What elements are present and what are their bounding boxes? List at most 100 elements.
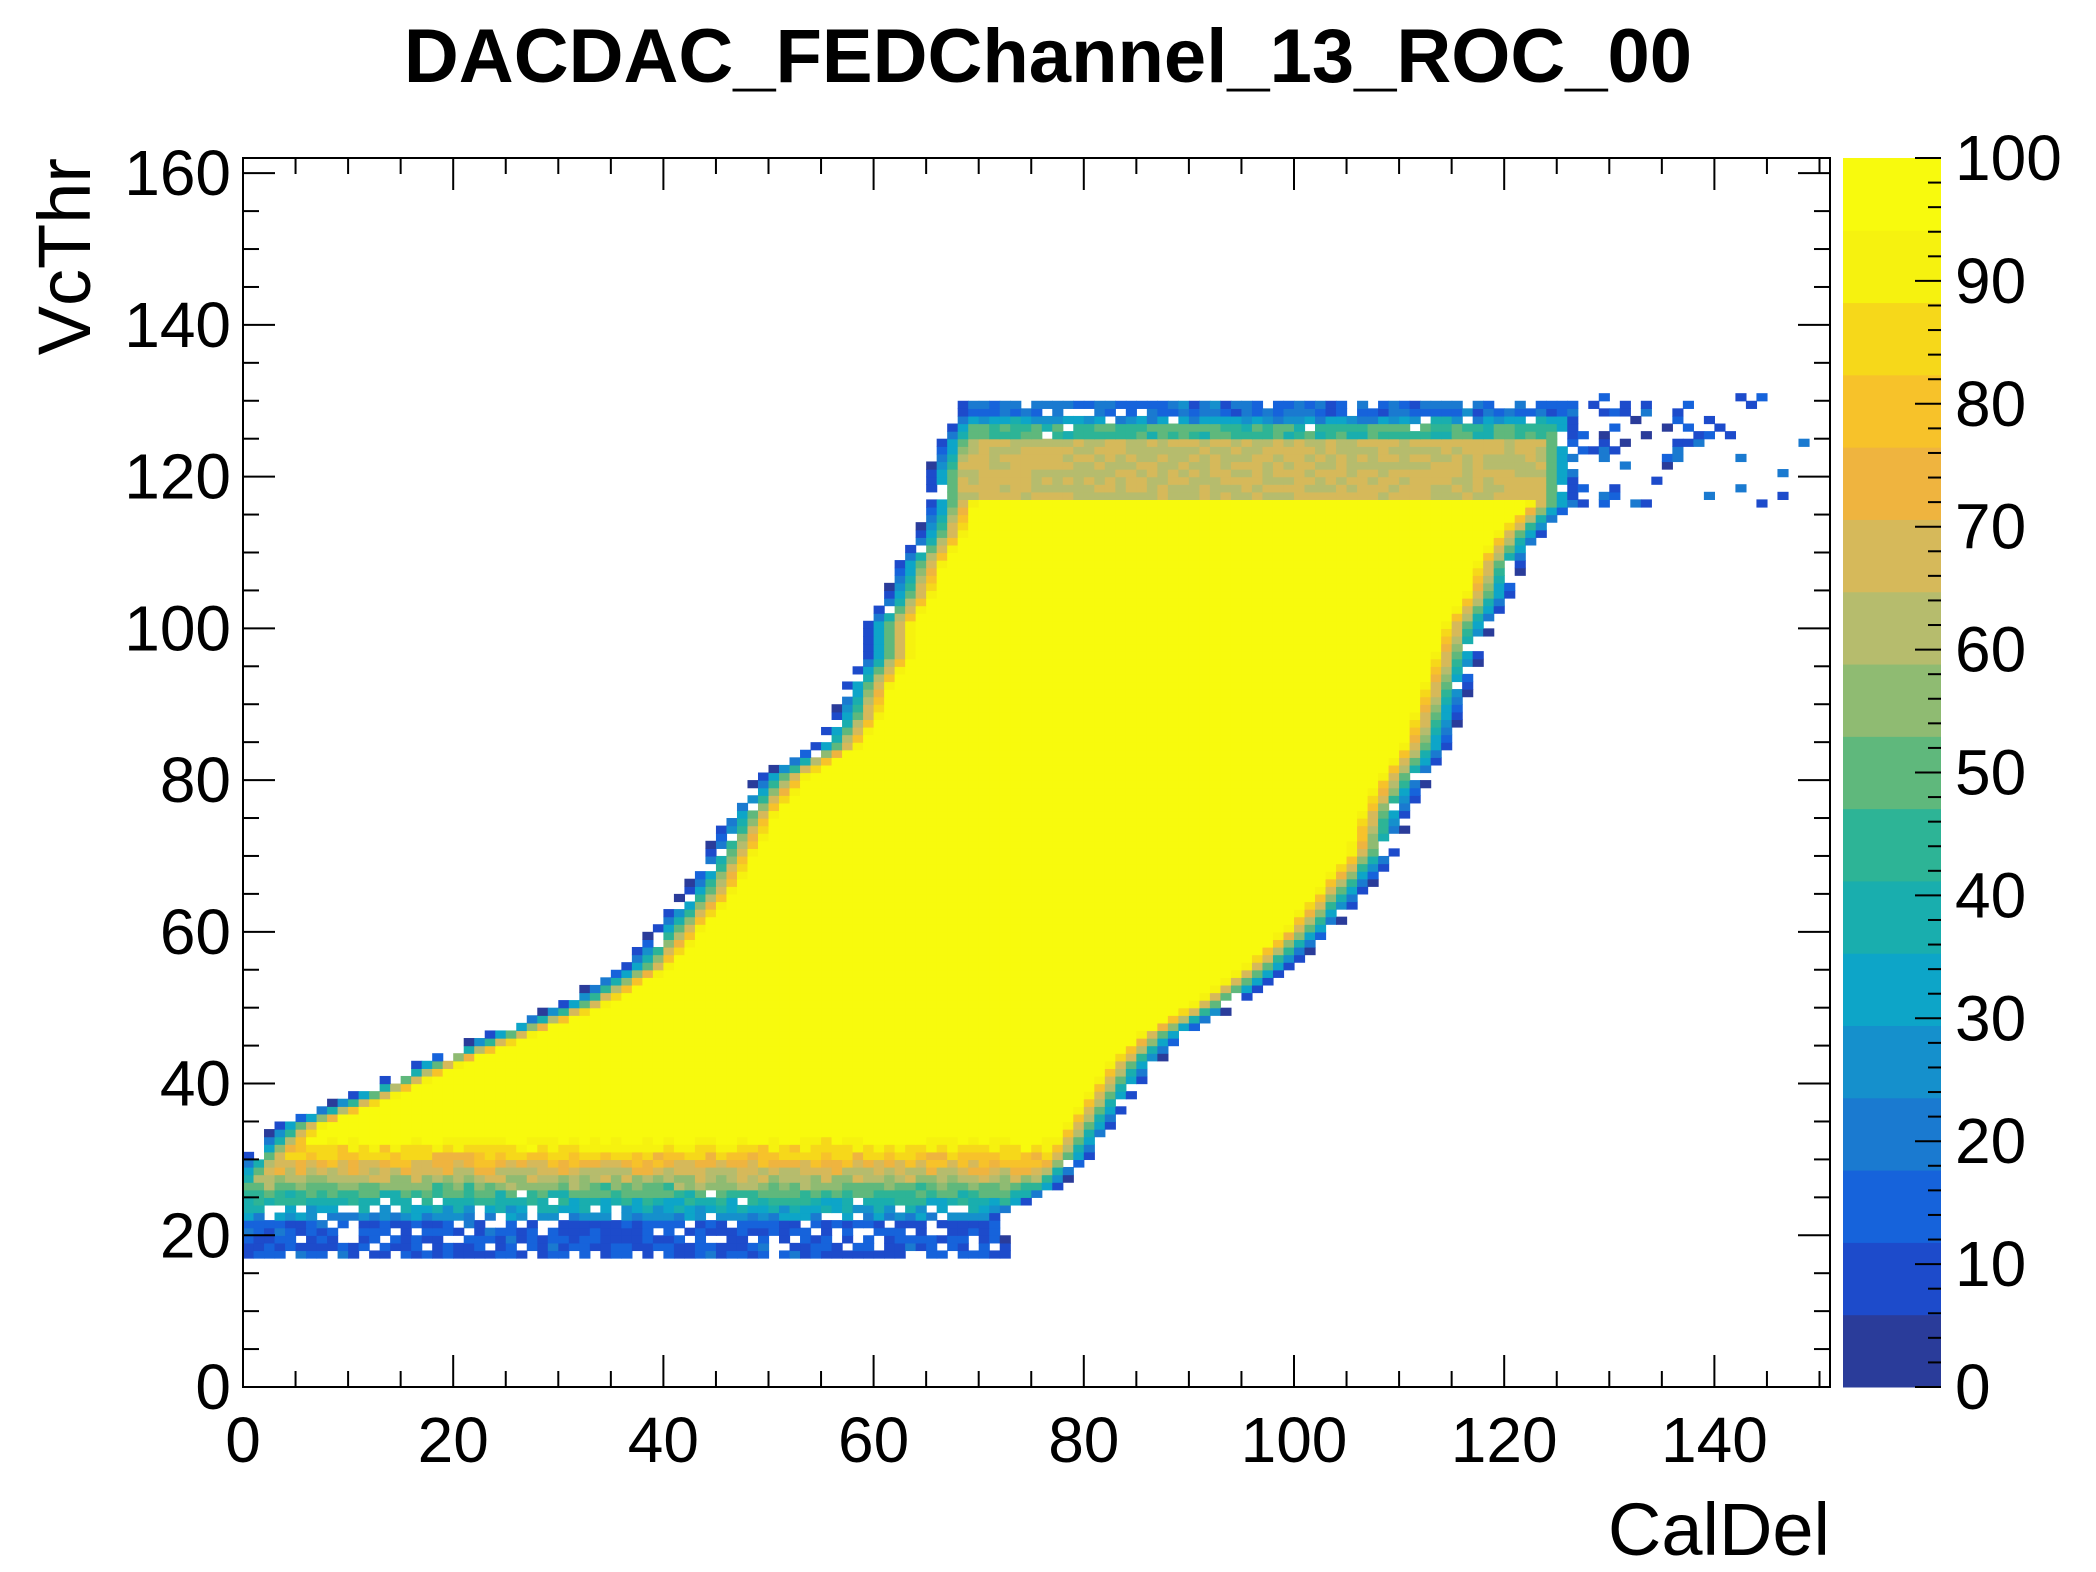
heatmap-cell bbox=[800, 757, 812, 766]
heatmap-cell bbox=[968, 742, 980, 751]
heatmap-cell bbox=[978, 871, 990, 880]
heatmap-cell bbox=[1346, 863, 1358, 872]
heatmap-cell bbox=[1230, 696, 1243, 705]
heatmap-cell bbox=[810, 1174, 822, 1183]
heatmap-cell bbox=[1104, 1106, 1116, 1115]
heatmap-cell bbox=[1220, 916, 1232, 925]
heatmap-cell bbox=[821, 878, 833, 887]
heatmap-cell bbox=[348, 1121, 360, 1130]
heatmap-cell bbox=[600, 1113, 612, 1123]
heatmap-cell bbox=[978, 909, 990, 918]
heatmap-cell bbox=[1094, 1015, 1106, 1024]
heatmap-cell bbox=[1293, 848, 1306, 857]
heatmap-cell bbox=[537, 1182, 549, 1191]
heatmap-cell bbox=[705, 1121, 717, 1130]
heatmap-cell bbox=[442, 1113, 454, 1123]
heatmap-cell bbox=[957, 909, 969, 918]
heatmap-cell bbox=[810, 909, 822, 918]
heatmap-cell bbox=[610, 1000, 622, 1009]
heatmap-cell bbox=[936, 1038, 948, 1047]
heatmap-cell bbox=[1136, 1015, 1148, 1024]
heatmap-cell bbox=[915, 878, 927, 887]
heatmap-cell bbox=[873, 810, 885, 819]
heatmap-cell bbox=[1062, 924, 1074, 933]
heatmap-cell bbox=[1020, 726, 1032, 736]
heatmap-cell bbox=[957, 992, 969, 1001]
heatmap-cell bbox=[989, 719, 1001, 728]
heatmap-cell bbox=[274, 1250, 286, 1259]
heatmap-cell bbox=[873, 787, 885, 796]
heatmap-cell bbox=[558, 1250, 570, 1259]
heatmap-cell bbox=[1199, 1000, 1211, 1009]
heatmap-cell bbox=[936, 704, 948, 713]
heatmap-cell bbox=[1094, 886, 1106, 895]
heatmap-cell bbox=[558, 1197, 570, 1206]
heatmap-cell bbox=[789, 878, 801, 887]
heatmap-cell bbox=[610, 1151, 622, 1161]
heatmap-cell bbox=[757, 1083, 770, 1092]
heatmap-cell bbox=[1293, 916, 1306, 925]
heatmap-cell bbox=[1073, 1121, 1085, 1130]
heatmap-cell bbox=[1020, 969, 1032, 978]
heatmap-cell bbox=[484, 1129, 496, 1138]
heatmap-cell bbox=[390, 1106, 402, 1115]
heatmap-cell bbox=[1062, 1007, 1074, 1016]
heatmap-cell bbox=[453, 1106, 465, 1115]
heatmap-cell bbox=[1378, 818, 1390, 827]
heatmap-cell bbox=[1146, 704, 1158, 713]
heatmap-cell bbox=[1041, 977, 1053, 986]
heatmap-cell bbox=[621, 992, 633, 1001]
heatmap-cell bbox=[358, 1204, 370, 1214]
heatmap-cell bbox=[579, 1068, 591, 1077]
heatmap-cell bbox=[1178, 909, 1190, 918]
heatmap-cell bbox=[484, 1060, 496, 1069]
heatmap-cell bbox=[1031, 871, 1043, 880]
heatmap-cell bbox=[789, 780, 801, 789]
heatmap-cell bbox=[926, 810, 938, 819]
heatmap-cell bbox=[1083, 1030, 1095, 1039]
heatmap-cell bbox=[999, 909, 1011, 918]
heatmap-cell bbox=[505, 1227, 517, 1236]
heatmap-cell bbox=[694, 901, 707, 910]
heatmap-cell bbox=[1031, 825, 1043, 834]
heatmap-cell bbox=[1104, 977, 1116, 986]
heatmap-cell bbox=[957, 764, 969, 774]
heatmap-cell bbox=[999, 1007, 1011, 1016]
heatmap-cell bbox=[1083, 772, 1095, 781]
heatmap-cell bbox=[873, 1166, 885, 1176]
heatmap-cell bbox=[1136, 886, 1148, 895]
heatmap-cell bbox=[821, 1000, 833, 1009]
heatmap-cell bbox=[989, 909, 1001, 918]
heatmap-cell bbox=[621, 1174, 633, 1183]
heatmap-cell bbox=[821, 757, 833, 766]
heatmap-cell bbox=[915, 1212, 927, 1221]
heatmap-cell bbox=[379, 1106, 391, 1115]
heatmap-cell bbox=[642, 1106, 654, 1115]
heatmap-cell bbox=[337, 1121, 349, 1130]
heatmap-cell bbox=[547, 1053, 559, 1062]
heatmap-cell bbox=[1346, 696, 1358, 705]
heatmap-cell bbox=[957, 825, 969, 834]
heatmap-cell bbox=[989, 1235, 1001, 1244]
heatmap-cell bbox=[1146, 946, 1158, 956]
heatmap-cell bbox=[915, 1083, 927, 1092]
heatmap-cell bbox=[894, 711, 906, 720]
heatmap-cell bbox=[1251, 871, 1264, 880]
heatmap-cell bbox=[1052, 772, 1064, 781]
heatmap-cell bbox=[411, 1204, 423, 1214]
heatmap-cell bbox=[1251, 726, 1264, 736]
heatmap-cell bbox=[642, 1166, 654, 1176]
heatmap-cell bbox=[757, 1204, 770, 1214]
heatmap-cell bbox=[568, 1144, 580, 1153]
heatmap-cell bbox=[1230, 802, 1243, 812]
heatmap-cell bbox=[1336, 855, 1348, 865]
heatmap-cell bbox=[747, 1068, 759, 1077]
heatmap-cell bbox=[831, 772, 843, 781]
heatmap-cell bbox=[842, 1038, 854, 1047]
heatmap-cell bbox=[1125, 726, 1137, 736]
heatmap-cell bbox=[1293, 954, 1306, 963]
heatmap-cell bbox=[800, 764, 812, 774]
heatmap-cell bbox=[516, 1166, 528, 1176]
heatmap-cell bbox=[715, 863, 728, 872]
heatmap-cell bbox=[1272, 939, 1285, 948]
